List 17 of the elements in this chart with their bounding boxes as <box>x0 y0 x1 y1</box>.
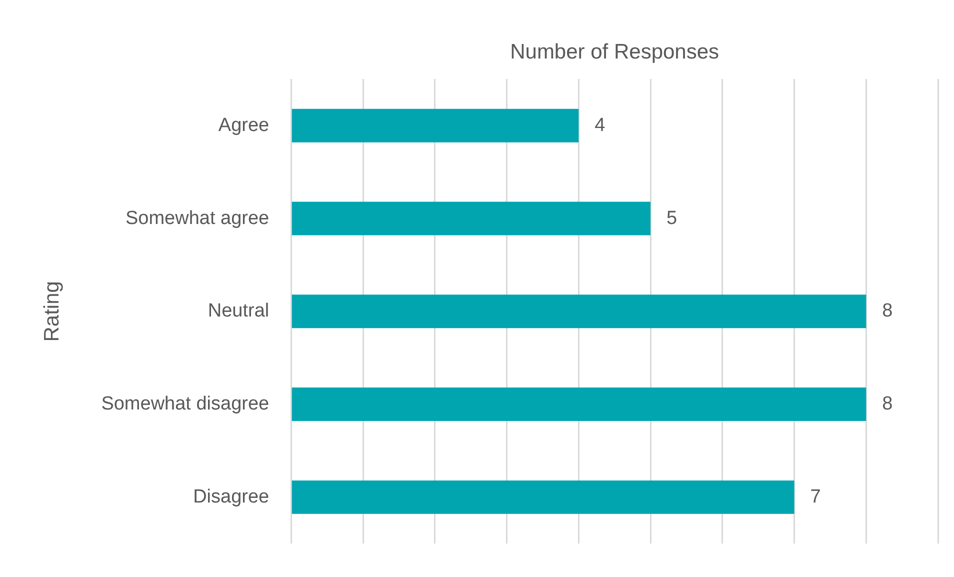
data-label: 8 <box>882 300 893 322</box>
y-tick-label: Disagree <box>193 486 270 508</box>
bar <box>292 294 866 328</box>
data-label: 8 <box>882 394 893 415</box>
bar <box>292 108 579 142</box>
y-tick-label: Agree <box>218 114 270 136</box>
bar <box>292 202 650 236</box>
bar <box>292 480 794 514</box>
x-axis-title: Number of Responses <box>510 40 720 64</box>
data-label: 4 <box>594 114 606 136</box>
y-tick-label: Neutral <box>208 300 270 322</box>
y-tick-label: Somewhat agree <box>125 208 270 229</box>
bar <box>292 388 866 421</box>
data-label: 5 <box>666 208 678 229</box>
y-tick-label: Somewhat disagree <box>101 394 270 415</box>
y-axis-title: Rating <box>40 281 64 342</box>
data-label: 7 <box>810 486 821 508</box>
